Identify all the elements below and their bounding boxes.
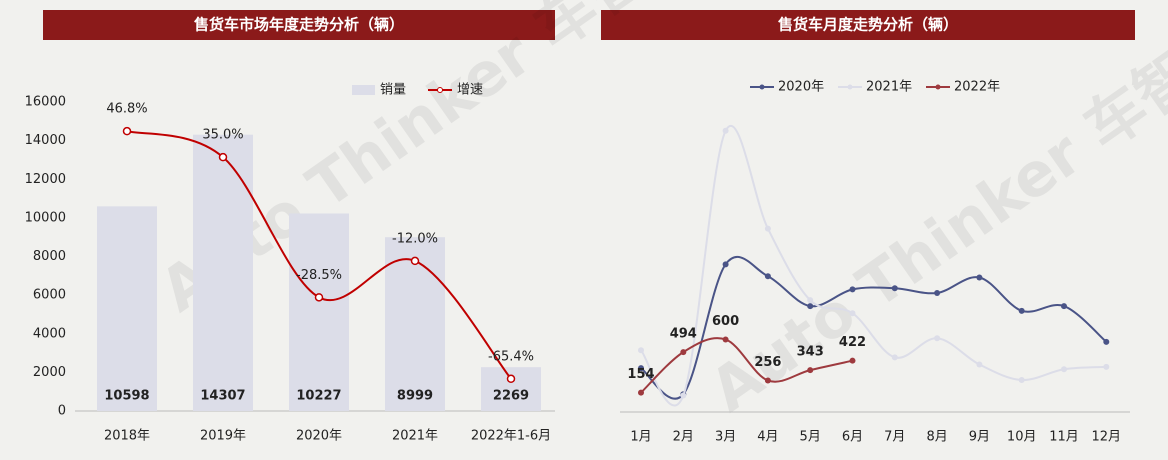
series-marker	[764, 377, 771, 384]
series-line	[640, 125, 1107, 407]
data-label: 154	[627, 367, 654, 382]
chart-title: 售货车月度走势分析（辆）	[778, 16, 958, 34]
series-marker	[638, 347, 644, 354]
series-marker	[1103, 363, 1110, 370]
growth-marker	[122, 126, 132, 136]
series-marker	[891, 354, 898, 361]
series-marker	[976, 361, 983, 368]
legend-label: 销量	[380, 83, 406, 98]
y-tick-label: 2000	[33, 365, 66, 380]
x-tick-label: 2021年	[392, 429, 438, 444]
y-tick-label: 14000	[25, 133, 66, 148]
growth-marker	[410, 256, 420, 266]
x-tick-label: 2020年	[296, 429, 342, 444]
legend-marker	[437, 87, 443, 93]
data-label: -12.0%	[392, 231, 438, 246]
series-marker	[722, 261, 729, 268]
y-tick-label: 12000	[25, 172, 66, 187]
legend-label: 2021年	[866, 80, 912, 95]
series-marker	[891, 285, 898, 292]
x-tick-label: 2018年	[104, 429, 150, 444]
title-bar	[601, 10, 1135, 40]
data-label: 8999	[397, 389, 433, 404]
x-tick-label: 4月	[757, 430, 778, 445]
series-marker	[722, 127, 729, 134]
series-marker	[849, 310, 856, 317]
data-label: 343	[797, 345, 824, 360]
x-tick-label: 12月	[1092, 430, 1122, 445]
series-marker	[849, 357, 856, 364]
series-marker	[807, 297, 814, 304]
series-marker	[934, 335, 941, 342]
data-label: 2269	[493, 389, 529, 404]
data-label: 35.0%	[202, 128, 243, 143]
x-tick-label: 8月	[926, 430, 947, 445]
series-marker	[934, 289, 941, 296]
x-tick-label: 2019年	[200, 429, 246, 444]
y-tick-label: 10000	[25, 210, 66, 225]
data-label: 422	[839, 335, 866, 350]
chart-title: 售货车市场年度走势分析（辆）	[194, 16, 404, 34]
series-marker	[1103, 338, 1110, 345]
legend-marker	[935, 84, 941, 90]
x-tick-label: 6月	[842, 430, 863, 445]
bar	[97, 206, 157, 411]
x-tick-label: 10月	[1007, 430, 1037, 445]
legend-label: 增速	[457, 83, 483, 98]
growth-marker	[506, 374, 516, 384]
x-tick-label: 3月	[715, 430, 736, 445]
series-marker	[638, 365, 644, 372]
data-label: 600	[712, 314, 739, 329]
x-tick-label: 1月	[630, 430, 651, 445]
x-tick-label: 2月	[673, 430, 694, 445]
legend-swatch	[352, 85, 375, 95]
series-marker	[1061, 366, 1067, 373]
data-label: -65.4%	[488, 349, 534, 364]
data-label: 46.8%	[106, 102, 147, 117]
growth-marker	[218, 152, 228, 162]
y-tick-label: 6000	[33, 288, 66, 303]
data-label: 494	[670, 327, 697, 342]
y-tick-label: 0	[58, 404, 66, 419]
series-marker	[807, 303, 814, 310]
data-label: 10598	[104, 389, 149, 404]
series-marker	[1061, 303, 1067, 310]
data-label: 256	[754, 355, 781, 370]
series-marker	[976, 274, 983, 281]
series-marker	[1018, 307, 1025, 314]
y-tick-label: 8000	[33, 249, 66, 264]
x-tick-label: 9月	[969, 430, 990, 445]
legend-marker	[847, 84, 853, 90]
series-marker	[764, 273, 771, 280]
x-tick-label: 5月	[800, 430, 821, 445]
bar	[385, 237, 445, 411]
bar	[481, 367, 541, 411]
title-bar	[43, 10, 555, 40]
series-marker	[849, 286, 856, 293]
growth-marker	[314, 293, 324, 302]
series-marker	[680, 392, 687, 399]
x-tick-label: 11月	[1049, 430, 1079, 445]
data-label: -28.5%	[296, 268, 342, 283]
series-marker	[1018, 377, 1025, 383]
series-marker	[807, 367, 814, 374]
bar	[193, 134, 253, 412]
x-tick-label: 2022年1-6月	[471, 429, 551, 444]
legend-marker	[759, 84, 765, 90]
x-tick-label: 7月	[884, 430, 905, 445]
series-marker	[764, 225, 771, 232]
y-tick-label: 16000	[25, 95, 66, 110]
legend-label: 2020年	[778, 80, 824, 95]
bar	[289, 213, 349, 411]
legend-label: 2022年	[954, 80, 1000, 95]
y-tick-label: 4000	[33, 326, 66, 341]
series-marker	[638, 389, 644, 396]
data-label: 14307	[200, 389, 245, 404]
data-label: 10227	[296, 389, 341, 404]
series-marker	[680, 349, 687, 356]
series-marker	[722, 336, 729, 343]
